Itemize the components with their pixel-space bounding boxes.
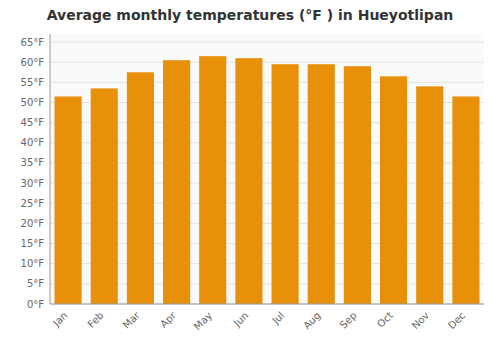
bar [163, 60, 190, 304]
x-axis: Jan Feb Mar Apr May Jun Jul Aug Sep Oct Nov Dec [50, 304, 484, 332]
y-tick-label: 40°F [21, 137, 45, 148]
y-tick-label: 45°F [21, 117, 45, 128]
y-tick-label: 20°F [21, 218, 45, 229]
y-tick-label: 10°F [21, 258, 45, 269]
x-tick-label: Oct [375, 310, 395, 330]
x-tick-label: Feb [85, 310, 105, 330]
chart: Average monthly temperatures (°F ) in Hu… [0, 0, 500, 350]
plot-background [50, 34, 484, 304]
x-tick-label: Nov [410, 310, 432, 332]
bar [272, 64, 299, 304]
y-tick-label: 60°F [21, 57, 45, 68]
y-axis: 0°F 5°F 10°F 15°F 20°F 25°F 30°F 35°F 40°F 45°F 50… [21, 34, 484, 310]
x-tick-label: Sep [338, 310, 359, 331]
bars [55, 56, 480, 304]
bar [308, 64, 335, 304]
chart-container: Average monthly temperatures (°F ) in Hu… [0, 0, 500, 350]
bar [55, 96, 82, 304]
x-tick-label: Dec [446, 310, 467, 331]
y-tick-label: 0°F [27, 299, 44, 310]
grid-line [50, 82, 484, 83]
y-tick-label: 15°F [21, 238, 45, 249]
title: Average monthly temperatures (°F ) in Hu… [47, 7, 454, 23]
y-tick-label: 35°F [21, 157, 45, 168]
x-tick-label: Aug [301, 310, 323, 332]
y-tick-label: 50°F [21, 97, 45, 108]
x-tick-label: Jun [231, 310, 251, 330]
y-tick-label: 65°F [21, 37, 45, 48]
bar [344, 66, 371, 304]
y-tick-label: 25°F [21, 198, 45, 209]
grid-line [50, 304, 484, 305]
grid-line [50, 62, 484, 63]
bar [452, 96, 479, 304]
bar [199, 56, 226, 304]
x-tick-label: May [192, 310, 214, 332]
x-tick-label: Mar [121, 309, 143, 331]
bar [380, 76, 407, 304]
x-axis-line [50, 304, 484, 305]
bar [235, 58, 262, 304]
x-tick-label: Jan [50, 310, 69, 329]
grid-line [50, 42, 484, 43]
x-tick-label: Jul [269, 310, 286, 327]
bar [91, 88, 118, 304]
bar [127, 72, 154, 304]
y-tick-label: 30°F [21, 178, 45, 189]
x-tick-label: Apr [158, 309, 179, 330]
y-tick-label: 5°F [27, 278, 44, 289]
bar [416, 86, 443, 304]
y-axis-line [50, 34, 51, 304]
y-tick-label: 55°F [21, 77, 45, 88]
